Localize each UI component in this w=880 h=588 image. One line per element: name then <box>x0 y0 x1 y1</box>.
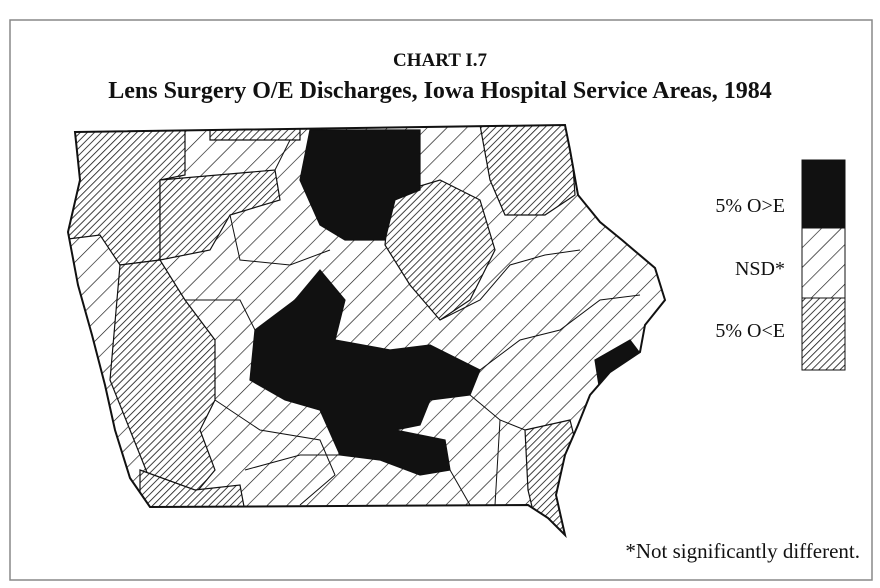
region <box>249 269 481 476</box>
chart-label: CHART I.7 <box>393 50 487 71</box>
legend-label: 5% O<E <box>715 320 785 342</box>
footnote: *Not significantly different. <box>625 539 860 563</box>
legend-swatch <box>801 159 846 229</box>
region <box>109 259 216 501</box>
legend-swatch <box>801 227 846 299</box>
map <box>68 125 665 535</box>
legend-label: 5% O>E <box>715 195 785 217</box>
map-title: Lens Surgery O/E Discharges, Iowa Hospit… <box>108 78 772 104</box>
region <box>299 129 421 241</box>
region <box>384 179 496 321</box>
legend: 5% O>E NSD* 5% O<E <box>715 159 846 371</box>
legend-label: NSD* <box>735 258 785 280</box>
legend-swatch <box>801 297 846 371</box>
boundaries <box>185 139 641 506</box>
region <box>479 125 576 216</box>
